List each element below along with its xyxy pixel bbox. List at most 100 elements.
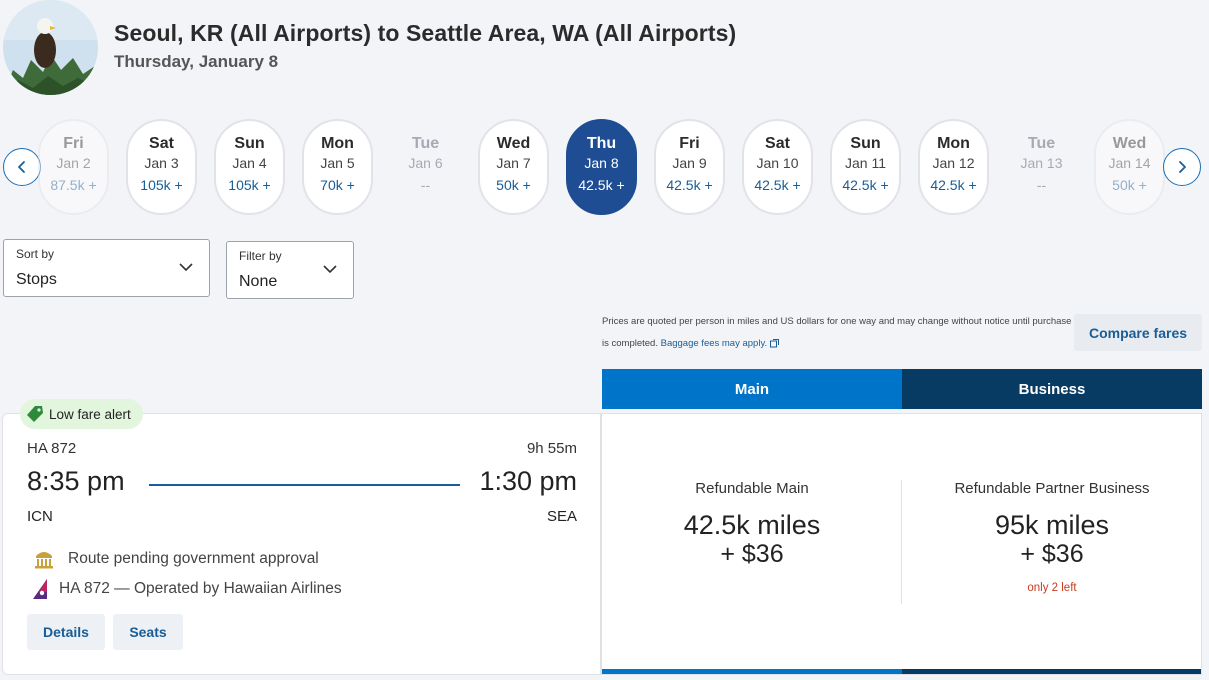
day-date: Jan 6 <box>408 155 443 171</box>
day-price: 105k + <box>140 177 183 193</box>
day-date: Jan 13 <box>1020 155 1063 171</box>
date-option-jan-3[interactable]: Sat Jan 3 105k + <box>126 119 197 215</box>
flight-number: HA 872 <box>27 440 77 457</box>
day-date: Jan 7 <box>496 155 531 171</box>
route-notice-text: Route pending government approval <box>68 550 319 567</box>
date-option-jan-10[interactable]: Sat Jan 10 42.5k + <box>742 119 813 215</box>
date-option-jan-12[interactable]: Mon Jan 12 42.5k + <box>918 119 989 215</box>
day-of-week: Mon <box>321 135 354 152</box>
sort-dropdown[interactable]: Sort by Stops <box>3 239 210 297</box>
compare-fares-button[interactable]: Compare fares <box>1074 314 1202 351</box>
route-notice: Route pending government approval <box>33 548 319 570</box>
hawaiian-airlines-logo-icon <box>33 579 47 599</box>
date-option-jan-11[interactable]: Sun Jan 11 42.5k + <box>830 119 901 215</box>
day-price: 50k + <box>496 177 531 193</box>
fare-miles: 95k miles <box>994 510 1110 540</box>
chevron-down-icon <box>179 263 193 272</box>
seats-remaining: only 2 left <box>1027 582 1077 594</box>
date-option-jan-7[interactable]: Wed Jan 7 50k + <box>478 119 549 215</box>
day-price: 50k + <box>1112 177 1147 193</box>
day-of-week: Wed <box>496 135 531 152</box>
day-of-week: Tue <box>411 135 440 152</box>
fare-name: Refundable Main <box>695 480 809 497</box>
date-option-jan-9[interactable]: Fri Jan 9 42.5k + <box>654 119 725 215</box>
day-date: Jan 2 <box>56 155 91 171</box>
date-option-jan-14[interactable]: Wed Jan 14 50k + <box>1094 119 1165 215</box>
seats-button[interactable]: Seats <box>113 614 183 650</box>
day-of-week: Fri <box>679 135 700 152</box>
chevron-right-icon <box>1179 161 1186 173</box>
chevron-down-icon <box>323 265 337 274</box>
day-price: 87.5k + <box>50 177 97 193</box>
tab-business[interactable]: Business <box>902 369 1202 409</box>
filter-dropdown[interactable]: Filter by None <box>226 241 354 299</box>
sort-value: Stops <box>16 271 57 288</box>
day-price: 105k + <box>228 177 271 193</box>
day-price: 42.5k + <box>754 177 801 193</box>
flight-duration: 9h 55m <box>526 440 577 457</box>
day-price: -- <box>1036 177 1047 193</box>
fare-cash: + $36 <box>1020 540 1084 568</box>
day-date: Jan 10 <box>756 155 799 171</box>
date-option-jan-8[interactable]: Thu Jan 8 42.5k + <box>566 119 637 215</box>
date-option-jan-4[interactable]: Sun Jan 4 105k + <box>214 119 285 215</box>
fare-miles: 42.5k miles <box>683 510 821 540</box>
day-date: Jan 4 <box>232 155 267 171</box>
date-option-jan-13: Tue Jan 13 -- <box>1006 119 1077 215</box>
travel-date: Thursday, January 8 <box>114 52 279 71</box>
page-title: Seoul, KR (All Airports) to Seattle Area… <box>114 20 737 46</box>
day-price: 42.5k + <box>842 177 889 193</box>
day-date: Jan 14 <box>1108 155 1151 171</box>
operator-info: HA 872 — Operated by Hawaiian Airlines <box>29 578 342 600</box>
day-date: Jan 3 <box>144 155 179 171</box>
day-date: Jan 11 <box>845 155 886 171</box>
sort-label: Sort by <box>16 247 55 261</box>
day-of-week: Fri <box>63 135 84 152</box>
next-dates-button[interactable] <box>1163 148 1201 186</box>
operator-text: HA 872 — Operated by Hawaiian Airlines <box>59 580 342 597</box>
day-of-week: Mon <box>937 135 970 152</box>
departure-airport: ICN <box>27 508 53 525</box>
day-price: 42.5k + <box>930 177 977 193</box>
main-cabin-bar <box>602 669 902 674</box>
date-option-jan-5[interactable]: Mon Jan 5 70k + <box>302 119 373 215</box>
fare-divider <box>901 480 902 604</box>
day-price: 70k + <box>320 177 355 193</box>
day-of-week: Tue <box>1027 135 1056 152</box>
route-line <box>149 484 460 486</box>
chevron-left-icon <box>18 161 25 173</box>
fare-name: Refundable Partner Business <box>954 480 1150 497</box>
low-fare-alert-badge: Low fare alert <box>20 399 143 429</box>
day-date: Jan 12 <box>932 155 975 171</box>
day-of-week: Sat <box>149 135 174 152</box>
arrival-airport: SEA <box>546 508 577 525</box>
details-button[interactable]: Details <box>27 614 105 650</box>
day-of-week: Thu <box>586 135 617 152</box>
avatar <box>3 0 98 95</box>
badge-label: Low fare alert <box>49 406 131 422</box>
date-option-jan-6: Tue Jan 6 -- <box>390 119 461 215</box>
price-disclaimer: Prices are quoted per person in miles an… <box>602 311 1072 355</box>
day-of-week: Wed <box>1112 135 1147 152</box>
prev-dates-button[interactable] <box>3 148 41 186</box>
external-link-icon <box>769 338 779 348</box>
filter-value: None <box>239 273 278 290</box>
day-date: Jan 9 <box>672 155 707 171</box>
price-tag-icon <box>27 406 43 422</box>
filter-label: Filter by <box>239 249 282 263</box>
government-building-icon <box>35 552 53 569</box>
arrival-time: 1:30 pm <box>479 466 577 496</box>
fare-option-main[interactable]: Refundable Main 42.5k miles + $36 <box>602 480 902 568</box>
day-date: Jan 8 <box>584 155 619 171</box>
departure-time: 8:35 pm <box>27 466 125 496</box>
day-of-week: Sun <box>850 135 881 152</box>
business-cabin-bar <box>902 669 1201 674</box>
disclaimer-text: Prices are quoted per person in miles an… <box>602 316 1072 349</box>
day-price: -- <box>420 177 431 193</box>
date-option-jan-2[interactable]: Fri Jan 2 87.5k + <box>38 119 109 215</box>
fare-option-business[interactable]: Refundable Partner Business 95k miles + … <box>902 480 1202 594</box>
day-date: Jan 5 <box>320 155 355 171</box>
baggage-fees-link[interactable]: Baggage fees may apply. <box>660 338 768 349</box>
day-price: 42.5k + <box>666 177 713 193</box>
tab-main[interactable]: Main <box>602 369 902 409</box>
